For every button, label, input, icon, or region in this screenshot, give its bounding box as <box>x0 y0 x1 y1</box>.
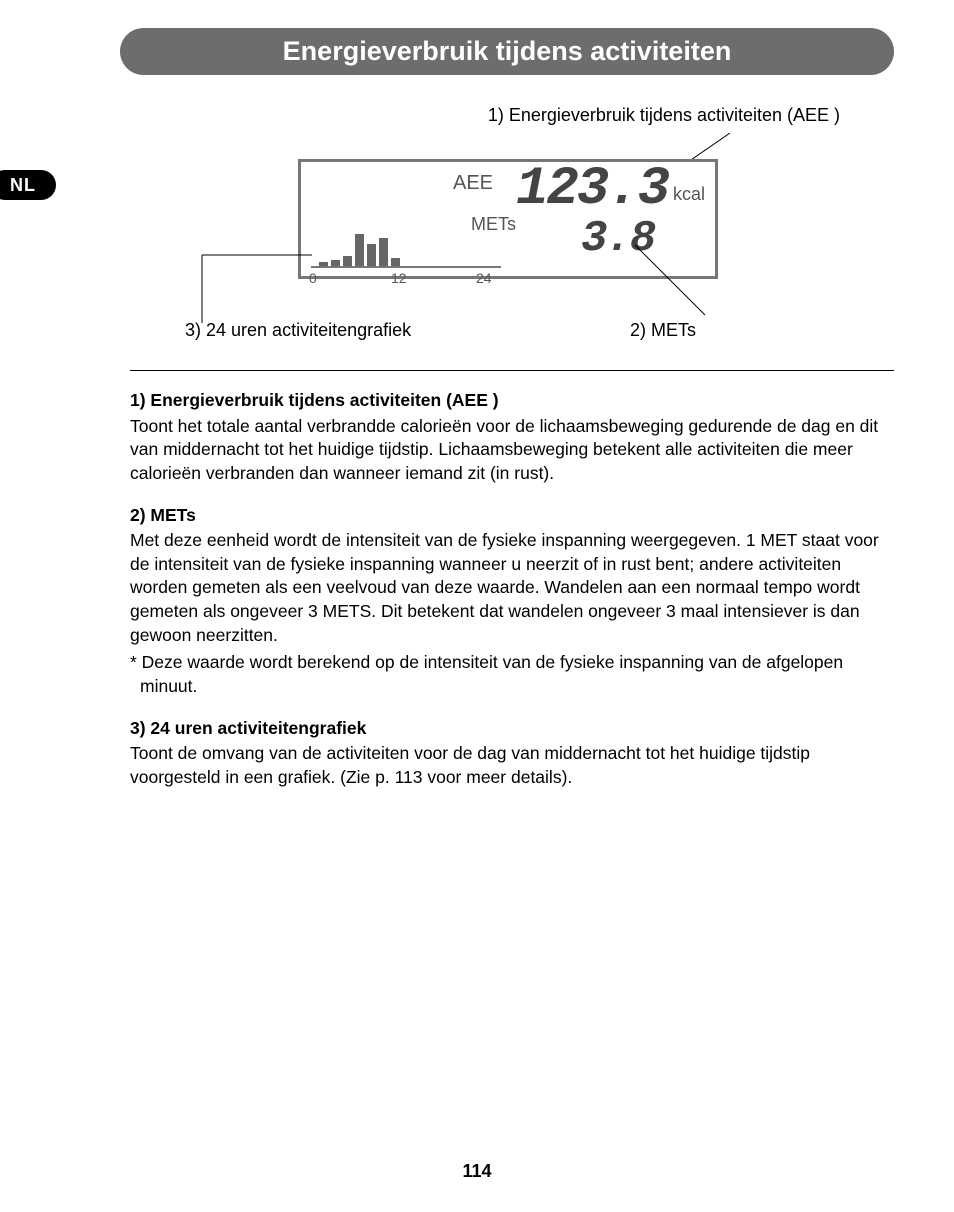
bar <box>355 234 364 266</box>
section1-paragraph: Toont het totale aantal verbrandde calor… <box>130 415 894 486</box>
section-divider <box>130 370 894 371</box>
lcd-label-aee: AEE <box>453 172 493 195</box>
section2-heading: 2) METs <box>130 504 894 528</box>
activity-bar-chart: 0 12 24 <box>311 226 501 268</box>
callout-mets-label: 2) METs <box>630 320 696 341</box>
page-number: 114 <box>0 1161 954 1182</box>
axis-tick-24: 24 <box>476 270 492 286</box>
lcd-value-aee: 123.3 <box>516 159 668 220</box>
section3-heading: 3) 24 uren activiteitengrafiek <box>130 717 894 741</box>
section2-paragraph: Met deze eenheid wordt de intensiteit va… <box>130 529 894 647</box>
page-title-bar: Energieverbruik tijdens activiteiten <box>120 28 894 75</box>
body-text: 1) Energieverbruik tijdens activiteiten … <box>130 389 894 789</box>
bar <box>367 244 376 266</box>
section1-heading: 1) Energieverbruik tijdens activiteiten … <box>130 389 894 413</box>
callout-24h-label: 3) 24 uren activiteitengrafiek <box>185 320 411 341</box>
axis-tick-0: 0 <box>309 270 317 286</box>
bar <box>343 256 352 266</box>
section2-note: * Deze waarde wordt berekend op de inten… <box>130 651 894 698</box>
bar-axis <box>311 266 501 268</box>
language-badge: NL <box>0 170 56 200</box>
lcd-screen: AEE kcal METs 123.3 3.8 0 12 24 <box>298 159 718 279</box>
lcd-value-mets: 3.8 <box>581 214 654 264</box>
section3-paragraph: Toont de omvang van de activiteiten voor… <box>130 742 894 789</box>
callout-aee-label: 1) Energieverbruik tijdens activiteiten … <box>488 105 840 126</box>
lcd-label-kcal: kcal <box>673 184 705 205</box>
axis-tick-12: 12 <box>391 270 407 286</box>
diagram-area: 1) Energieverbruik tijdens activiteiten … <box>190 105 840 350</box>
bar <box>391 258 400 266</box>
bar <box>379 238 388 266</box>
callout-line-left <box>202 275 312 276</box>
